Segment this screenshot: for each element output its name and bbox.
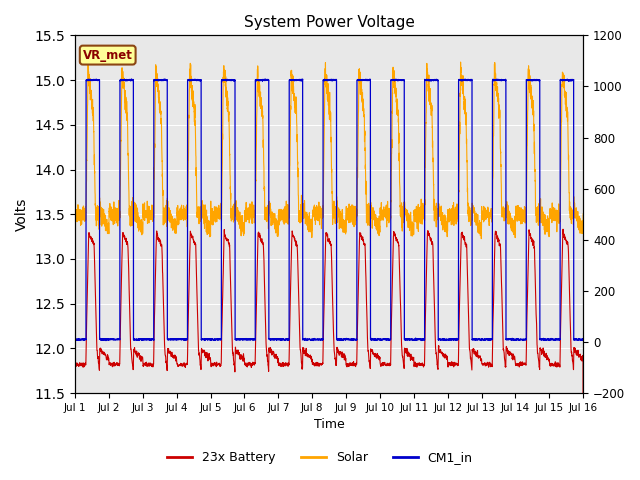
X-axis label: Time: Time (314, 419, 344, 432)
Legend: 23x Battery, Solar, CM1_in: 23x Battery, Solar, CM1_in (163, 446, 477, 469)
Solar (415, 213, 422, 219)
CM1_in (472, 337, 479, 343)
Solar (579, 229, 586, 235)
Text: VR_met: VR_met (83, 48, 132, 61)
23x Battery (472, 352, 479, 358)
23x Battery (415, 362, 422, 368)
CM1_in (415, 336, 422, 342)
CM1_in (443, 337, 451, 343)
CM1_in (71, 336, 79, 342)
CM1_in (102, 338, 110, 344)
Title: System Power Voltage: System Power Voltage (244, 15, 415, 30)
Line: 23x Battery: 23x Battery (75, 229, 583, 480)
Solar (477, 236, 485, 241)
Solar (472, 217, 479, 223)
Solar (443, 229, 451, 235)
CM1_in (163, 77, 170, 83)
Solar (310, 207, 318, 213)
CM1_in (579, 336, 586, 342)
Solar (163, 198, 170, 204)
CM1_in (310, 337, 318, 343)
CM1_in (261, 76, 269, 82)
Line: CM1_in: CM1_in (75, 79, 583, 341)
Solar (579, 211, 587, 217)
23x Battery (579, 356, 586, 362)
Solar (84, 58, 92, 63)
23x Battery (310, 361, 317, 367)
Solar (71, 212, 79, 217)
Line: Solar: Solar (75, 60, 583, 239)
Y-axis label: Volts: Volts (15, 198, 29, 231)
23x Battery (559, 227, 567, 232)
CM1_in (579, 336, 587, 342)
23x Battery (163, 360, 170, 366)
23x Battery (443, 357, 451, 362)
